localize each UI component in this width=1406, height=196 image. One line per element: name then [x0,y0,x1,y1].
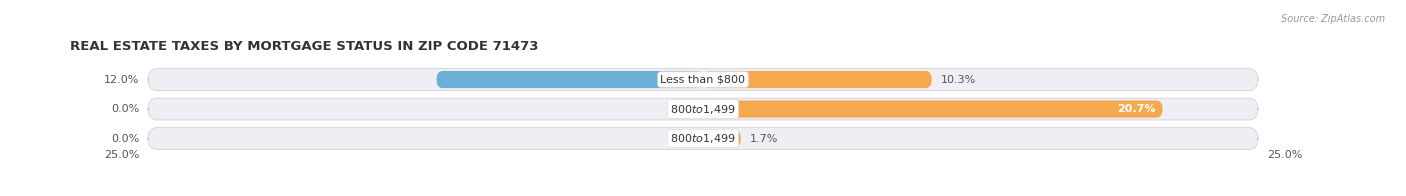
FancyBboxPatch shape [703,71,932,88]
Text: 12.0%: 12.0% [104,74,139,84]
Text: 25.0%: 25.0% [104,150,139,160]
FancyBboxPatch shape [437,71,703,88]
FancyBboxPatch shape [148,98,1258,120]
Text: REAL ESTATE TAXES BY MORTGAGE STATUS IN ZIP CODE 71473: REAL ESTATE TAXES BY MORTGAGE STATUS IN … [70,40,538,53]
Text: 20.7%: 20.7% [1118,104,1156,114]
Text: $800 to $1,499: $800 to $1,499 [671,132,735,145]
FancyBboxPatch shape [703,101,1163,118]
Text: 10.3%: 10.3% [941,74,976,84]
Text: Less than $800: Less than $800 [661,74,745,84]
Text: 0.0%: 0.0% [111,134,139,144]
FancyBboxPatch shape [148,128,1258,150]
FancyBboxPatch shape [703,130,741,147]
Text: 1.7%: 1.7% [749,134,778,144]
Text: $800 to $1,499: $800 to $1,499 [671,103,735,116]
Text: Source: ZipAtlas.com: Source: ZipAtlas.com [1281,14,1385,24]
Text: 0.0%: 0.0% [111,104,139,114]
FancyBboxPatch shape [148,69,1258,91]
Text: 25.0%: 25.0% [1267,150,1302,160]
